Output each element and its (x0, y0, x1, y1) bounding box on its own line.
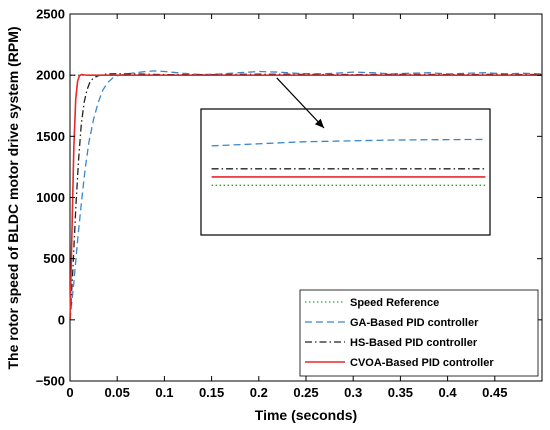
x-tick-label: 0.3 (344, 385, 362, 400)
inset-box (200, 108, 491, 236)
inset-arrow-head (314, 118, 324, 128)
legend: Speed Reference GA-Based PID controller HS… (299, 289, 539, 377)
y-tick-label: 2500 (36, 7, 65, 22)
x-tick-label: 0 (66, 385, 73, 400)
inset-arrow-line (276, 77, 325, 129)
y-tick-label: 2000 (36, 68, 65, 83)
series-line-ga-based-pid-controller (69, 70, 543, 320)
x-axis-label: Time (seconds) (255, 407, 357, 423)
y-tick-label: 1000 (36, 190, 65, 205)
y-tick-label: −500 (36, 374, 65, 389)
inset-line-ga-based-pid-controller (211, 138, 486, 147)
y-tick-label: 1500 (36, 129, 65, 144)
x-tick-label: 0.4 (439, 385, 458, 400)
x-tick-label: 0.15 (199, 385, 224, 400)
legend-label-speed-reference: Speed Reference (350, 297, 439, 309)
legend-label-hs-based-pid-controller: HS-Based PID controller (350, 337, 478, 349)
y-tick-label: 0 (58, 312, 65, 327)
series-line-cvoa-based-pid-controller (69, 73, 542, 320)
ticks-layer: 0 0.05 0.1 0.15 0.2 0.25 0.3 0.35 0.4 0.45−500050… (36, 7, 542, 400)
legend-label-ga-based-pid-controller: GA-Based PID controller (350, 317, 479, 329)
x-tick-label: 0.25 (293, 385, 318, 400)
x-tick-label: 0.2 (250, 385, 268, 400)
x-tick-label: 0.05 (105, 385, 130, 400)
legend-label-cvoa-based-pid-controller: CVOA-Based PID controller (350, 357, 494, 369)
zoom-inset (200, 77, 491, 236)
y-axis-label: The rotor speed of BLDC motor drive syst… (5, 26, 21, 369)
series-layer (69, 70, 543, 320)
x-tick-label: 0.45 (482, 385, 507, 400)
x-tick-label: 0.1 (155, 385, 173, 400)
x-tick-label: 0.35 (388, 385, 413, 400)
y-tick-label: 500 (43, 251, 65, 266)
